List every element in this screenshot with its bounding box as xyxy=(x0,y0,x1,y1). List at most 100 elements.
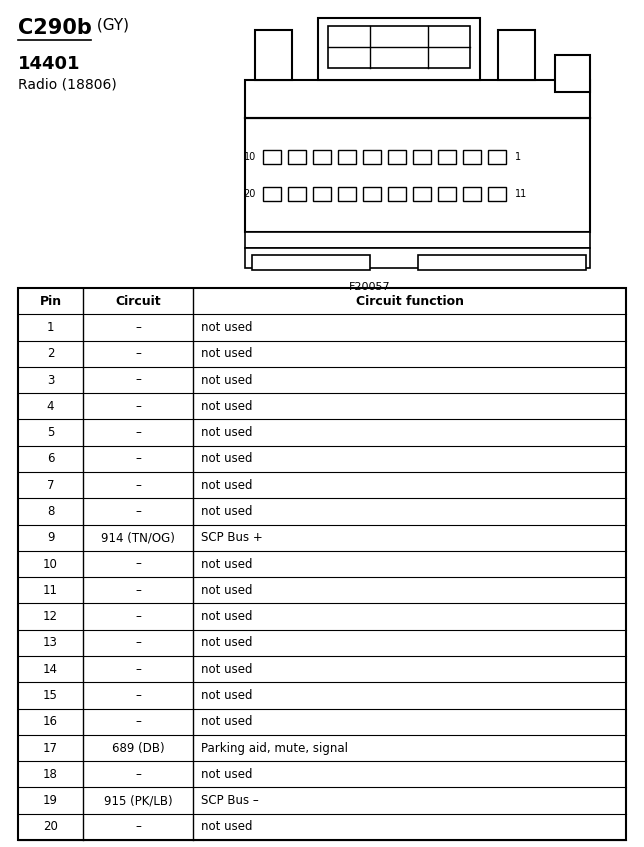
Text: Circuit function: Circuit function xyxy=(355,295,464,307)
Bar xyxy=(488,187,506,201)
Bar xyxy=(463,150,481,164)
Text: –: – xyxy=(135,452,141,465)
Text: 12: 12 xyxy=(43,610,58,623)
Text: 20: 20 xyxy=(43,821,58,833)
Text: 8: 8 xyxy=(47,505,54,518)
Text: 4: 4 xyxy=(47,400,54,412)
Text: –: – xyxy=(135,347,141,360)
Text: not used: not used xyxy=(201,479,252,491)
Bar xyxy=(245,118,590,232)
Text: not used: not used xyxy=(201,557,252,571)
Bar xyxy=(288,187,306,201)
Bar xyxy=(388,150,406,164)
Bar xyxy=(18,288,626,840)
Text: not used: not used xyxy=(201,689,252,702)
Bar xyxy=(263,150,281,164)
Text: Circuit: Circuit xyxy=(115,295,161,307)
Text: not used: not used xyxy=(201,374,252,386)
Bar xyxy=(318,18,480,80)
Text: 10: 10 xyxy=(243,152,256,162)
Bar xyxy=(388,187,406,201)
Text: 6: 6 xyxy=(47,452,54,465)
Text: –: – xyxy=(135,610,141,623)
Text: –: – xyxy=(135,479,141,491)
Text: 14401: 14401 xyxy=(18,55,80,73)
Bar xyxy=(498,30,535,80)
Text: not used: not used xyxy=(201,452,252,465)
Bar xyxy=(363,187,381,201)
Text: –: – xyxy=(135,426,141,439)
Text: SCP Bus –: SCP Bus – xyxy=(201,794,259,807)
Text: 7: 7 xyxy=(47,479,54,491)
Text: –: – xyxy=(135,715,141,728)
Text: 10: 10 xyxy=(43,557,58,571)
Bar xyxy=(363,150,381,164)
Text: –: – xyxy=(135,821,141,833)
Text: 689 (DB): 689 (DB) xyxy=(111,741,164,755)
Text: 17: 17 xyxy=(43,741,58,755)
Text: 915 (PK/LB): 915 (PK/LB) xyxy=(104,794,173,807)
Text: C290b: C290b xyxy=(18,18,92,38)
Bar xyxy=(263,187,281,201)
Text: SCP Bus +: SCP Bus + xyxy=(201,531,263,545)
Text: not used: not used xyxy=(201,715,252,728)
Text: F20057: F20057 xyxy=(349,282,391,292)
Text: –: – xyxy=(135,662,141,676)
Bar xyxy=(413,150,431,164)
Bar xyxy=(288,150,306,164)
Text: Pin: Pin xyxy=(39,295,62,307)
Text: 19: 19 xyxy=(43,794,58,807)
Bar xyxy=(463,187,481,201)
Bar xyxy=(245,248,590,268)
Text: 1: 1 xyxy=(47,321,54,334)
Text: Parking aid, mute, signal: Parking aid, mute, signal xyxy=(201,741,348,755)
Text: –: – xyxy=(135,374,141,386)
Text: Radio (18806): Radio (18806) xyxy=(18,78,117,92)
Text: 18: 18 xyxy=(43,767,58,781)
Text: 16: 16 xyxy=(43,715,58,728)
Text: (GY): (GY) xyxy=(92,18,129,33)
Text: –: – xyxy=(135,636,141,650)
Text: 3: 3 xyxy=(47,374,54,386)
Bar xyxy=(252,255,370,270)
Bar xyxy=(488,150,506,164)
Text: not used: not used xyxy=(201,426,252,439)
Bar xyxy=(338,150,356,164)
Bar xyxy=(413,187,431,201)
Text: not used: not used xyxy=(201,505,252,518)
Text: 11: 11 xyxy=(43,584,58,597)
Bar xyxy=(338,187,356,201)
Text: not used: not used xyxy=(201,662,252,676)
Text: 13: 13 xyxy=(43,636,58,650)
Text: 14: 14 xyxy=(43,662,58,676)
Text: –: – xyxy=(135,689,141,702)
Text: not used: not used xyxy=(201,400,252,412)
Bar xyxy=(555,55,590,92)
Text: 1: 1 xyxy=(515,152,521,162)
Text: –: – xyxy=(135,557,141,571)
Text: 11: 11 xyxy=(515,189,527,199)
Bar xyxy=(418,255,586,270)
Bar xyxy=(438,187,456,201)
Text: not used: not used xyxy=(201,767,252,781)
Text: 5: 5 xyxy=(47,426,54,439)
Bar xyxy=(245,80,590,118)
Text: 914 (TN/OG): 914 (TN/OG) xyxy=(101,531,175,545)
Bar xyxy=(313,150,331,164)
Text: –: – xyxy=(135,400,141,412)
Text: not used: not used xyxy=(201,610,252,623)
Text: –: – xyxy=(135,321,141,334)
Text: –: – xyxy=(135,505,141,518)
Text: not used: not used xyxy=(201,347,252,360)
Bar xyxy=(328,26,470,68)
Text: 2: 2 xyxy=(47,347,54,360)
Bar xyxy=(313,187,331,201)
Text: not used: not used xyxy=(201,584,252,597)
Text: –: – xyxy=(135,767,141,781)
Text: 15: 15 xyxy=(43,689,58,702)
Text: 9: 9 xyxy=(47,531,54,545)
Text: 20: 20 xyxy=(243,189,256,199)
Bar xyxy=(245,232,590,248)
Bar xyxy=(255,30,292,80)
Text: not used: not used xyxy=(201,636,252,650)
